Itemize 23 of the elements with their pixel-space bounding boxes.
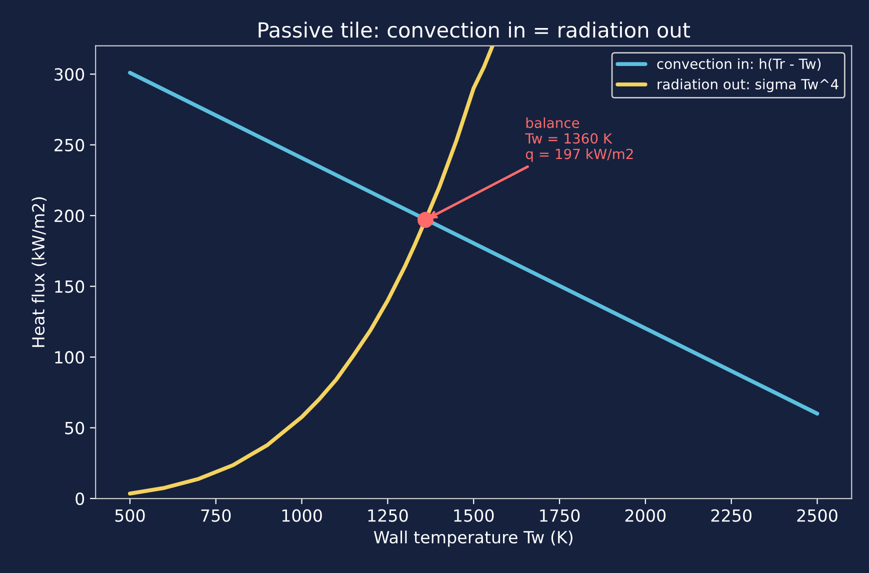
line-series [128, 46, 494, 496]
y-tick-label: 0 [76, 492, 84, 506]
x-tick-label: 2500 [797, 509, 838, 522]
chart-title: Passive tile: convection in = radiation out [258, 22, 690, 38]
x-tick-label: 500 [115, 509, 145, 522]
x-tick-label: 1000 [282, 509, 322, 522]
x-tick-label: 2250 [711, 509, 752, 522]
x-tick-label: 2000 [625, 509, 666, 522]
annotation: balance Tw = 1360 K q = 197 kW/m2 [525, 117, 633, 162]
y-tick-label: 100 [55, 351, 84, 364]
y-tick-label: 50 [65, 422, 84, 434]
x-tick-label: 750 [201, 509, 231, 522]
y-axis-title: Heat flux (kW/m2) [32, 197, 47, 347]
legend-label: convection in: h(Tr - Tw) [657, 58, 821, 71]
x-tick-label: 1750 [540, 509, 580, 522]
y-tick-label: 300 [54, 68, 84, 81]
y-tick-label: 200 [54, 210, 84, 222]
y-tick-label: 250 [54, 138, 84, 152]
x-tick-label: 1250 [368, 509, 408, 522]
legend-label: radiation out: sigma Tw^4 [658, 78, 838, 92]
y-tick-label: 150 [55, 280, 84, 293]
x-axis-title: Wall temperature Tw (K) [374, 530, 572, 547]
x-tick-label: 1500 [454, 509, 494, 522]
